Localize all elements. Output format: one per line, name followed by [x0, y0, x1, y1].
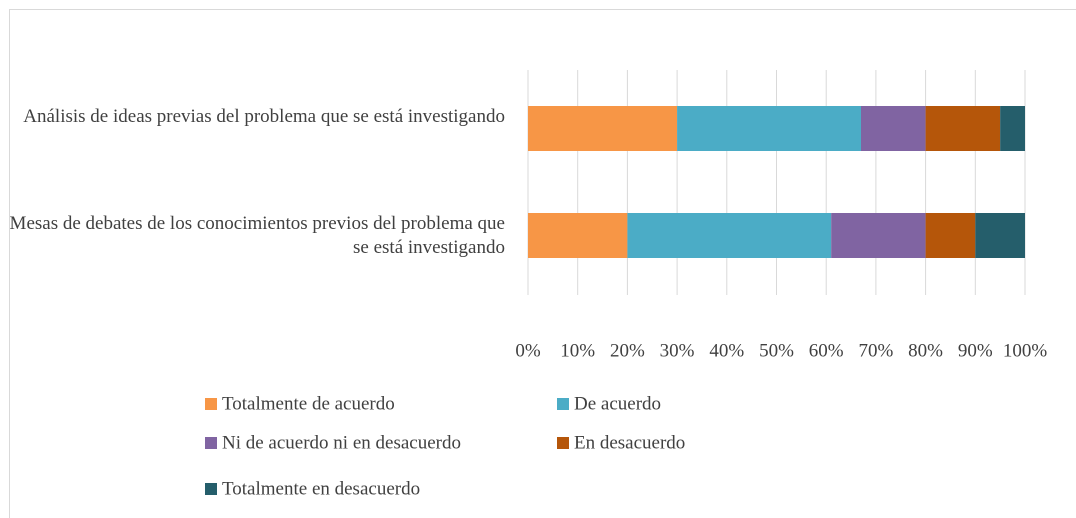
bar-segment — [528, 106, 678, 151]
bar-segment — [627, 213, 832, 258]
legend-marker — [205, 437, 217, 449]
legend-label: Ni de acuerdo ni en desacuerdo — [222, 432, 461, 453]
bar-segment — [677, 106, 861, 151]
legend-marker — [557, 437, 569, 449]
bar-segment — [528, 213, 628, 258]
legend-marker — [205, 398, 217, 410]
x-tick-label: 10% — [560, 340, 595, 361]
x-tick-label: 30% — [660, 340, 695, 361]
legend-label: Totalmente de acuerdo — [222, 393, 395, 414]
bar-segment — [1000, 106, 1025, 151]
x-tick-label: 50% — [759, 340, 794, 361]
bar-segment — [975, 213, 1025, 258]
bar-segment — [860, 106, 926, 151]
x-tick-label: 80% — [908, 340, 943, 361]
legend-label: Totalmente en desacuerdo — [222, 478, 420, 499]
x-tick-label: 60% — [809, 340, 844, 361]
x-tick-label: 0% — [515, 340, 541, 361]
category-label: Análisis de ideas previas del problema q… — [23, 105, 505, 127]
legend-marker — [205, 483, 217, 495]
legend-marker — [557, 398, 569, 410]
x-tick-label: 40% — [709, 340, 744, 361]
x-tick-label: 20% — [610, 340, 645, 361]
chart-border — [9, 9, 1076, 518]
x-tick-label: 90% — [958, 340, 993, 361]
x-tick-label: 70% — [858, 340, 893, 361]
legend-label: De acuerdo — [574, 393, 661, 414]
bar-segment — [925, 213, 976, 258]
x-tick-label: 100% — [1003, 340, 1048, 361]
legend-label: En desacuerdo — [574, 432, 685, 453]
category-label: Mesas de debates de los conocimientos pr… — [9, 212, 505, 258]
bar-segment — [925, 106, 1001, 151]
bar-segment — [831, 213, 926, 258]
